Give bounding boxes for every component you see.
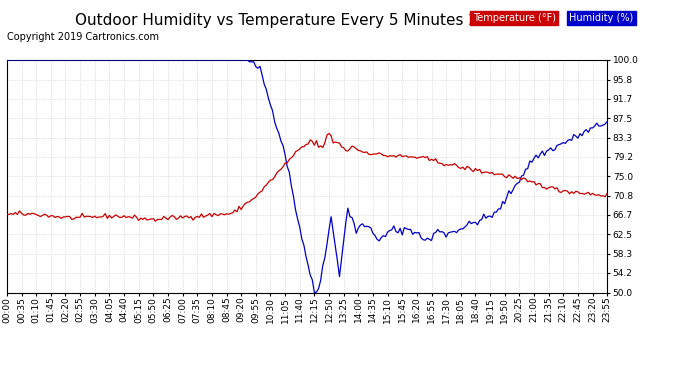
Text: Copyright 2019 Cartronics.com: Copyright 2019 Cartronics.com [7,32,159,42]
Text: Humidity (%): Humidity (%) [569,13,633,23]
Text: Outdoor Humidity vs Temperature Every 5 Minutes 20190806: Outdoor Humidity vs Temperature Every 5 … [75,13,546,28]
Text: Temperature (°F): Temperature (°F) [473,13,555,23]
